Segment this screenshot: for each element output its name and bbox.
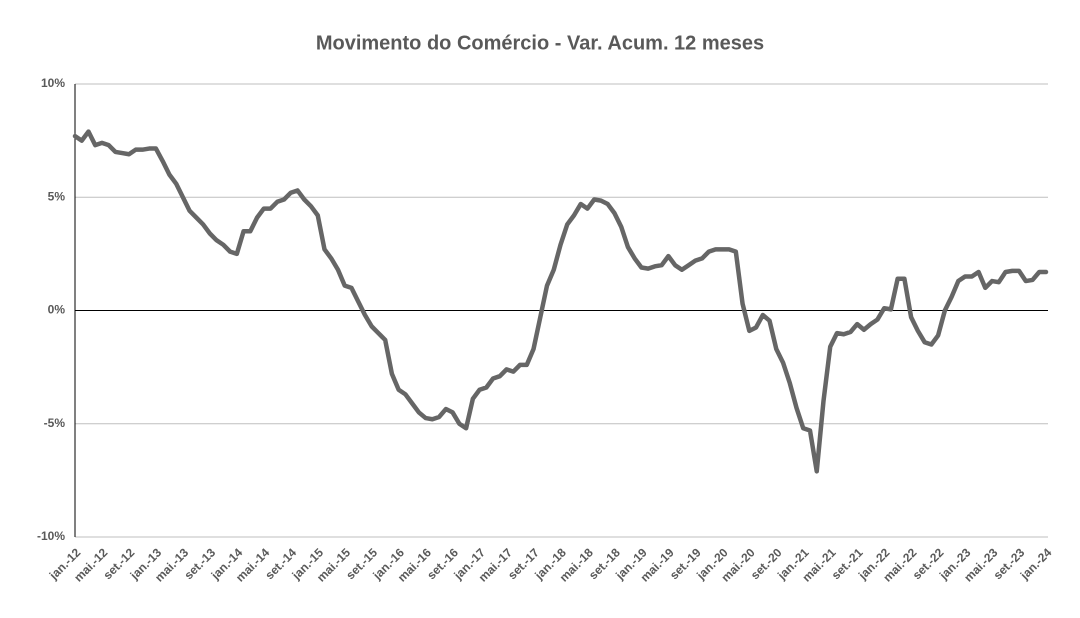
y-tick-label: -5% <box>44 416 66 430</box>
y-tick-label: -10% <box>37 529 65 543</box>
y-tick-label: 0% <box>48 303 66 317</box>
y-tick-label: 5% <box>48 189 66 203</box>
chart-title: Movimento do Comércio - Var. Acum. 12 me… <box>316 32 764 54</box>
y-tick-label: 10% <box>41 76 65 90</box>
series-line <box>72 129 1049 474</box>
